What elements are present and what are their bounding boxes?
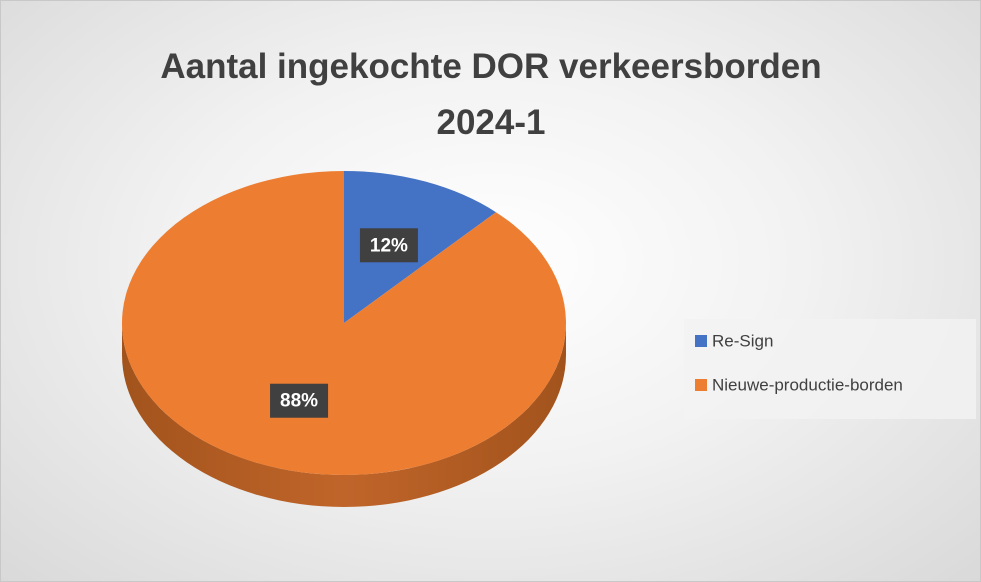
pie-slice	[344, 171, 496, 323]
data-label: 12%	[370, 235, 408, 256]
pie-slice	[122, 171, 566, 475]
legend-swatch	[695, 379, 707, 391]
legend-label: Nieuwe-productie-borden	[712, 375, 903, 394]
data-label-box	[270, 383, 329, 418]
legend-swatch	[695, 335, 707, 347]
pie-side	[122, 323, 566, 507]
legend-box	[684, 319, 976, 419]
data-label-box	[359, 228, 418, 263]
legend-label: Re-Sign	[712, 331, 773, 350]
chart-title: Aantal ingekochte DOR verkeersborden 202…	[160, 47, 822, 142]
data-label: 88%	[280, 391, 318, 412]
